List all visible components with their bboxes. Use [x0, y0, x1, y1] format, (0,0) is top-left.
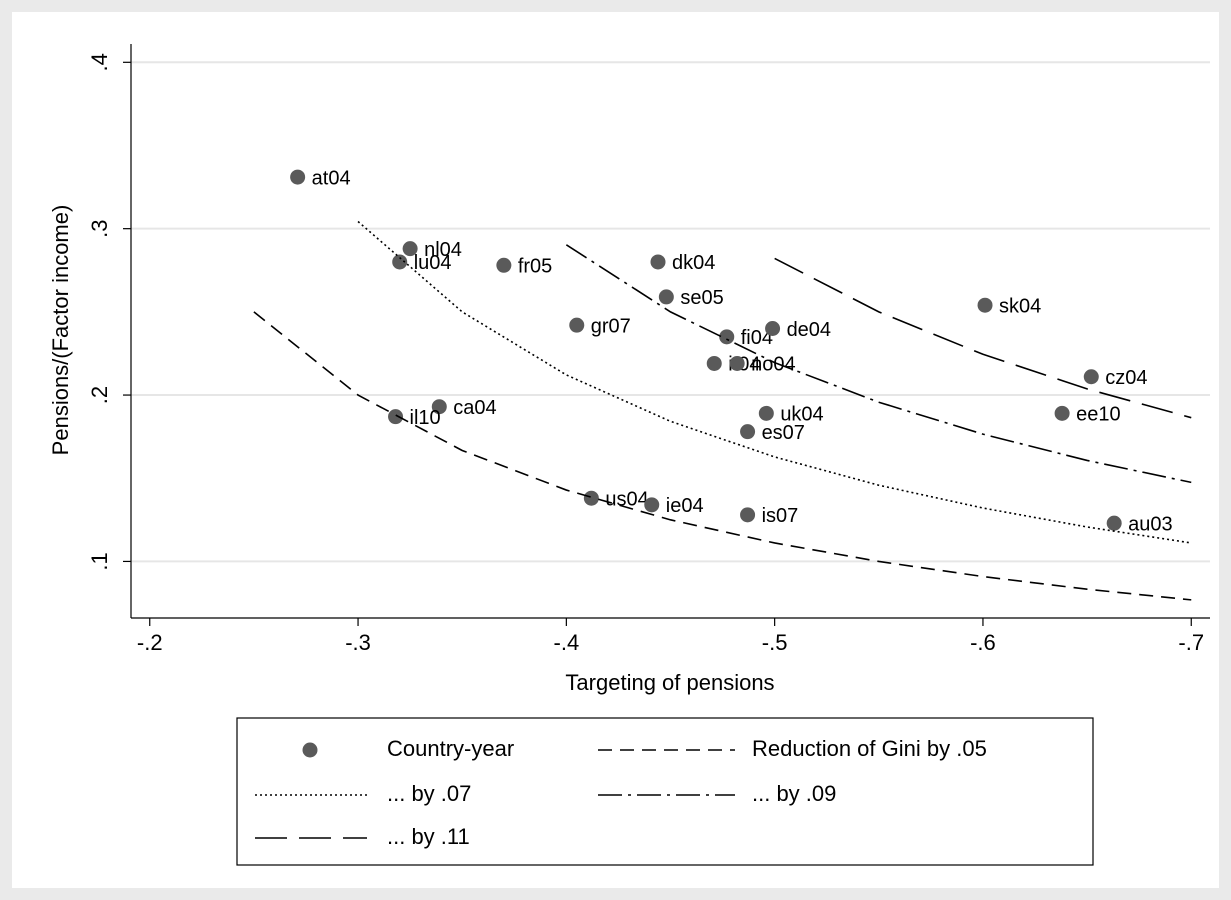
legend-box [236, 717, 1094, 866]
point [1083, 369, 1099, 385]
x-tick-label: -.6 [970, 630, 996, 655]
point-label: is07 [762, 505, 799, 527]
point [740, 424, 756, 440]
point-label: il10 [410, 407, 441, 429]
x-tick-label: -.2 [137, 630, 163, 655]
point-label: fr05 [518, 256, 552, 278]
y-tick-label: .1 [87, 552, 112, 570]
point-label: se05 [680, 287, 723, 309]
x-tick-label: -.7 [1178, 630, 1204, 655]
point [290, 169, 306, 185]
point [740, 507, 756, 523]
x-axis-title: Targeting of pensions [565, 670, 774, 695]
point-label: ca04 [453, 397, 496, 419]
point-label: dk04 [672, 252, 715, 274]
point [729, 355, 745, 371]
point [1054, 405, 1070, 421]
point [569, 317, 585, 333]
x-tick-label: -.3 [345, 630, 371, 655]
curve [565, 244, 1192, 484]
point [431, 399, 447, 415]
legend-label: ... by .09 [752, 781, 836, 806]
point [583, 490, 599, 506]
point [392, 254, 408, 270]
point [765, 321, 781, 337]
y-axis-title: Pensions/(Factor income) [48, 205, 73, 456]
legend-label: Country-year [387, 736, 514, 761]
point-label: sk04 [999, 295, 1041, 317]
y-tick-label: .4 [87, 53, 112, 71]
point [650, 254, 666, 270]
legend-label: ... by .07 [387, 781, 471, 806]
point-label: us04 [605, 488, 648, 510]
point [658, 289, 674, 305]
point-label: ie04 [666, 495, 704, 517]
x-tick-label: -.5 [762, 630, 788, 655]
legend-label: ... by .11 [387, 824, 470, 849]
legend-marker [302, 742, 318, 758]
point-label: ee10 [1076, 404, 1121, 426]
curve [253, 311, 1192, 601]
point [496, 257, 512, 273]
point-label: lu04 [414, 252, 452, 274]
point [719, 329, 735, 345]
point-label: no04 [751, 354, 796, 376]
point-label: nl04 [424, 239, 462, 261]
point [1106, 515, 1122, 531]
point [402, 241, 418, 257]
point [388, 409, 404, 425]
point [977, 297, 993, 313]
point-label: fi04 [741, 327, 773, 349]
x-tick-label: -.4 [554, 630, 580, 655]
point [644, 497, 660, 513]
point-label: cz04 [1105, 367, 1147, 389]
point-label: gr07 [591, 315, 631, 337]
point-label: es07 [762, 422, 805, 444]
point-label: au03 [1128, 513, 1173, 535]
curve [774, 257, 1192, 419]
point-label: de04 [787, 319, 832, 341]
legend-label: Reduction of Gini by .05 [752, 736, 987, 761]
point [706, 355, 722, 371]
y-tick-label: .2 [87, 386, 112, 404]
point [758, 405, 774, 421]
y-tick-label: .3 [87, 219, 112, 237]
point-label: at04 [312, 167, 351, 189]
point-label: uk04 [780, 404, 823, 426]
